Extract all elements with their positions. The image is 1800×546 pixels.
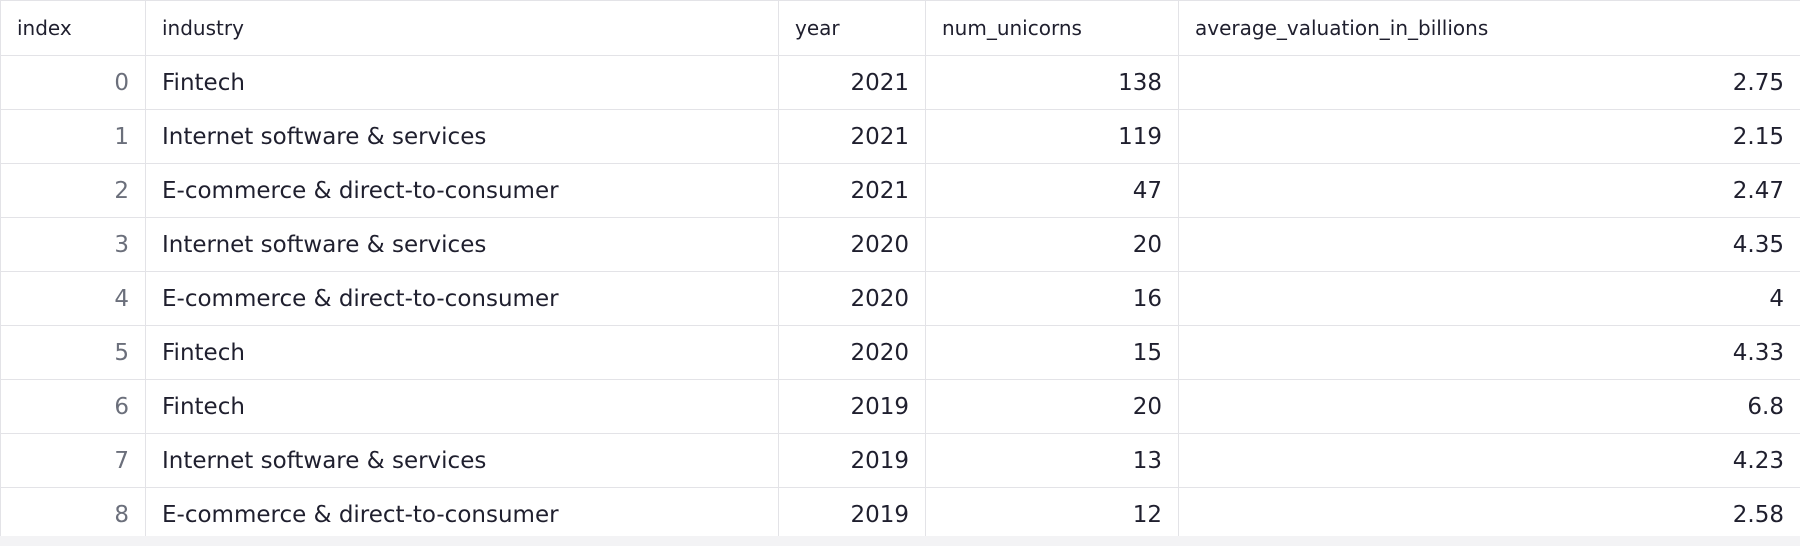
year-cell: 2020 bbox=[778, 217, 926, 272]
year-cell: 2019 bbox=[778, 487, 926, 542]
row-index-cell: 0 bbox=[0, 55, 146, 110]
table-row: 7 Internet software & services 2019 13 4… bbox=[0, 433, 1800, 488]
average-valuation-cell: 2.75 bbox=[1178, 55, 1800, 110]
row-index-cell: 8 bbox=[0, 487, 146, 542]
table-row: 4 E-commerce & direct-to-consumer 2020 1… bbox=[0, 271, 1800, 326]
num-unicorns-cell: 119 bbox=[925, 109, 1179, 164]
table-row: 2 E-commerce & direct-to-consumer 2021 4… bbox=[0, 163, 1800, 218]
column-header-industry[interactable]: industry bbox=[145, 0, 779, 56]
row-index-cell: 2 bbox=[0, 163, 146, 218]
column-header-average-valuation[interactable]: average_valuation_in_billions bbox=[1178, 0, 1800, 56]
industry-cell: E-commerce & direct-to-consumer bbox=[145, 271, 779, 326]
table-row: 0 Fintech 2021 138 2.75 bbox=[0, 55, 1800, 110]
num-unicorns-cell: 12 bbox=[925, 487, 1179, 542]
year-cell: 2020 bbox=[778, 271, 926, 326]
industry-cell: Fintech bbox=[145, 325, 779, 380]
num-unicorns-cell: 15 bbox=[925, 325, 1179, 380]
industry-cell: E-commerce & direct-to-consumer bbox=[145, 487, 779, 542]
table-header: index industry year num_unicorns average… bbox=[0, 0, 1800, 56]
column-header-year[interactable]: year bbox=[778, 0, 926, 56]
average-valuation-cell: 2.15 bbox=[1178, 109, 1800, 164]
table-row: 1 Internet software & services 2021 119 … bbox=[0, 109, 1800, 164]
num-unicorns-cell: 20 bbox=[925, 217, 1179, 272]
column-header-num-unicorns[interactable]: num_unicorns bbox=[925, 0, 1179, 56]
year-cell: 2021 bbox=[778, 109, 926, 164]
industry-cell: E-commerce & direct-to-consumer bbox=[145, 163, 779, 218]
year-cell: 2019 bbox=[778, 433, 926, 488]
industry-cell: Fintech bbox=[145, 379, 779, 434]
horizontal-scrollbar[interactable] bbox=[0, 536, 1800, 546]
num-unicorns-cell: 47 bbox=[925, 163, 1179, 218]
industry-cell: Internet software & services bbox=[145, 109, 779, 164]
row-index-cell: 4 bbox=[0, 271, 146, 326]
column-header-index[interactable]: index bbox=[0, 0, 146, 56]
average-valuation-cell: 4.33 bbox=[1178, 325, 1800, 380]
row-index-cell: 3 bbox=[0, 217, 146, 272]
num-unicorns-cell: 16 bbox=[925, 271, 1179, 326]
industry-cell: Fintech bbox=[145, 55, 779, 110]
year-cell: 2021 bbox=[778, 55, 926, 110]
row-index-cell: 6 bbox=[0, 379, 146, 434]
table-body: 0 Fintech 2021 138 2.75 1 Internet softw… bbox=[0, 55, 1800, 542]
header-row: index industry year num_unicorns average… bbox=[0, 0, 1800, 56]
num-unicorns-cell: 20 bbox=[925, 379, 1179, 434]
row-index-cell: 7 bbox=[0, 433, 146, 488]
num-unicorns-cell: 138 bbox=[925, 55, 1179, 110]
table-row: 3 Internet software & services 2020 20 4… bbox=[0, 217, 1800, 272]
average-valuation-cell: 4.23 bbox=[1178, 433, 1800, 488]
average-valuation-cell: 4.35 bbox=[1178, 217, 1800, 272]
average-valuation-cell: 2.58 bbox=[1178, 487, 1800, 542]
table-row: 5 Fintech 2020 15 4.33 bbox=[0, 325, 1800, 380]
year-cell: 2020 bbox=[778, 325, 926, 380]
average-valuation-cell: 6.8 bbox=[1178, 379, 1800, 434]
industry-cell: Internet software & services bbox=[145, 217, 779, 272]
table-row: 6 Fintech 2019 20 6.8 bbox=[0, 379, 1800, 434]
industry-cell: Internet software & services bbox=[145, 433, 779, 488]
average-valuation-cell: 2.47 bbox=[1178, 163, 1800, 218]
table-row: 8 E-commerce & direct-to-consumer 2019 1… bbox=[0, 487, 1800, 542]
row-index-cell: 1 bbox=[0, 109, 146, 164]
year-cell: 2019 bbox=[778, 379, 926, 434]
year-cell: 2021 bbox=[778, 163, 926, 218]
num-unicorns-cell: 13 bbox=[925, 433, 1179, 488]
average-valuation-cell: 4 bbox=[1178, 271, 1800, 326]
row-index-cell: 5 bbox=[0, 325, 146, 380]
